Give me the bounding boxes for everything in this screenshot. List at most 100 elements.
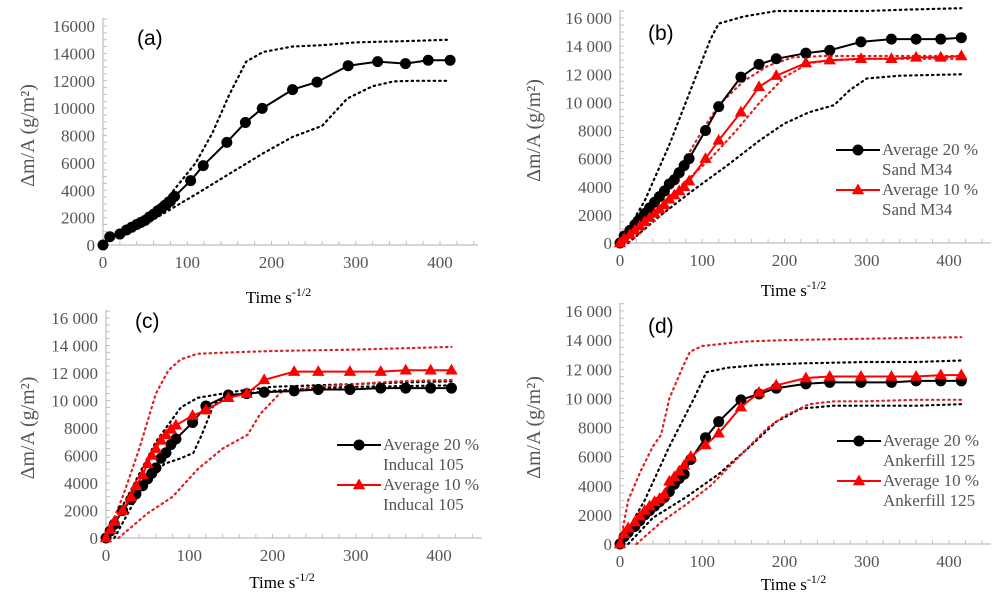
data-point bbox=[735, 394, 747, 406]
series-line-2 bbox=[618, 359, 963, 546]
data-point bbox=[885, 33, 897, 45]
y-tick-label: 12 000 bbox=[565, 65, 612, 84]
y-tick-label: 10 000 bbox=[565, 93, 612, 112]
legend-label-secondary: Inducal 105 bbox=[383, 495, 464, 514]
data-point bbox=[169, 418, 183, 430]
data-point bbox=[129, 479, 143, 490]
data-point bbox=[239, 116, 251, 128]
data-point bbox=[197, 160, 209, 172]
data-point bbox=[287, 84, 299, 96]
x-tick-label: 100 bbox=[690, 552, 716, 571]
series-line-4 bbox=[618, 336, 963, 546]
data-point bbox=[344, 384, 356, 395]
x-axis-title-text: Time s bbox=[246, 288, 292, 307]
data-point bbox=[658, 198, 671, 210]
y-tick-label: 2000 bbox=[61, 209, 95, 228]
x-axis-title-text: Time s bbox=[761, 281, 807, 300]
data-point bbox=[425, 382, 437, 394]
y-tick-label: 14 000 bbox=[565, 331, 612, 350]
x-axis-title-text: Time s bbox=[249, 573, 295, 592]
y-tick-label: 4000 bbox=[64, 474, 98, 493]
series-line-3 bbox=[627, 73, 963, 245]
data-point bbox=[104, 231, 116, 243]
legend-label: Average 20 % bbox=[383, 435, 479, 454]
panel-label: (c) bbox=[135, 310, 160, 333]
x-tick-label: 100 bbox=[690, 251, 716, 270]
data-point bbox=[753, 58, 765, 70]
y-tick-label: 16 000 bbox=[51, 309, 98, 328]
y-axis-title: Δm/A (g/m²) bbox=[523, 79, 545, 182]
y-tick-label: 8000 bbox=[64, 419, 98, 438]
data-point bbox=[734, 400, 748, 412]
series-line-2 bbox=[144, 79, 452, 226]
y-tick-label: 14 000 bbox=[565, 37, 612, 56]
data-point bbox=[955, 49, 968, 61]
data-point bbox=[221, 136, 233, 148]
data-point bbox=[103, 523, 117, 534]
data-point bbox=[854, 52, 868, 64]
data-point bbox=[617, 527, 631, 539]
y-tick-label: 16 000 bbox=[565, 9, 612, 28]
x-tick-label: 300 bbox=[343, 253, 369, 272]
data-point bbox=[713, 101, 725, 113]
data-point bbox=[935, 33, 947, 45]
y-axis-title: Δm/A (g/m²) bbox=[17, 377, 39, 480]
data-point bbox=[97, 239, 109, 251]
y-tick-label: 8000 bbox=[578, 122, 612, 141]
data-point bbox=[256, 102, 268, 114]
data-point bbox=[424, 363, 437, 375]
data-point bbox=[770, 378, 783, 390]
data-point bbox=[258, 373, 271, 385]
y-tick-label: 12 000 bbox=[565, 360, 612, 379]
y-tick-label: 14 000 bbox=[51, 337, 98, 356]
x-tick-label: 0 bbox=[102, 546, 111, 565]
data-point bbox=[613, 537, 627, 549]
x-axis-title: Time s-1/2 bbox=[761, 572, 827, 594]
data-point bbox=[735, 71, 747, 83]
x-tick-label: 300 bbox=[343, 546, 369, 565]
y-tick-label: 0 bbox=[604, 535, 613, 554]
legend-marker-triangle bbox=[352, 478, 366, 490]
data-point bbox=[445, 363, 458, 375]
data-point bbox=[124, 490, 138, 501]
legend-marker-triangle bbox=[852, 474, 866, 486]
y-tick-label: 16 000 bbox=[565, 302, 612, 321]
data-point bbox=[399, 363, 412, 375]
data-point bbox=[658, 487, 671, 499]
data-point bbox=[885, 52, 898, 64]
x-tick-label: 0 bbox=[99, 253, 108, 272]
data-point bbox=[885, 370, 898, 381]
data-point bbox=[699, 152, 712, 163]
data-point bbox=[668, 470, 681, 482]
y-tick-label: 6000 bbox=[64, 447, 98, 466]
data-point bbox=[154, 433, 168, 445]
x-tick-label: 400 bbox=[426, 546, 452, 565]
data-point bbox=[628, 515, 641, 527]
y-tick-label: 8000 bbox=[578, 419, 612, 438]
data-point bbox=[342, 60, 354, 72]
x-axis-title: Time s-1/2 bbox=[761, 278, 827, 300]
x-tick-label: 200 bbox=[259, 253, 285, 272]
y-tick-label: 0 bbox=[90, 529, 99, 548]
panel-label: (a) bbox=[137, 27, 163, 50]
y-tick-label: 6000 bbox=[578, 448, 612, 467]
data-point bbox=[372, 56, 384, 68]
series-line-2 bbox=[618, 7, 963, 245]
panel-a: 0 100 200 300 400020004000600080001000012000… bbox=[17, 17, 478, 307]
data-point bbox=[752, 80, 766, 92]
legend-label-secondary: Inducal 105 bbox=[383, 455, 464, 474]
data-point bbox=[699, 438, 712, 450]
data-point bbox=[752, 386, 766, 397]
data-point bbox=[617, 232, 631, 244]
data-point bbox=[136, 468, 149, 479]
x-tick-label: 200 bbox=[772, 552, 798, 571]
data-point bbox=[312, 384, 324, 395]
data-point bbox=[343, 365, 357, 376]
y-tick-label: 6000 bbox=[578, 150, 612, 169]
x-tick-label: 100 bbox=[177, 546, 203, 565]
data-point bbox=[684, 450, 697, 461]
legend-label: Average 20 % bbox=[883, 431, 979, 450]
data-point bbox=[160, 447, 172, 459]
x-tick-label: 400 bbox=[936, 251, 962, 270]
